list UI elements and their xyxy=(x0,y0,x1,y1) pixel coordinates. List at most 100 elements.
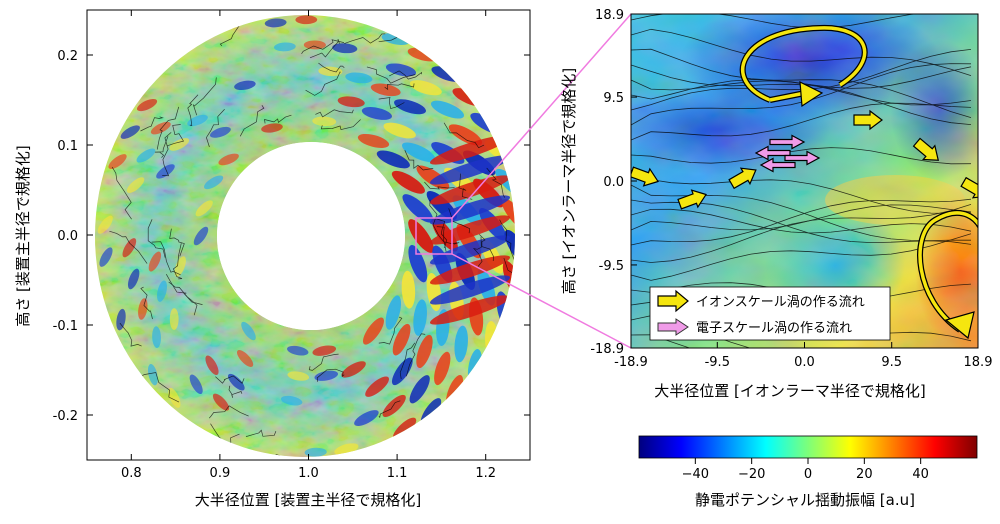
zoom-contour-line xyxy=(631,208,972,234)
eddy-mark xyxy=(99,247,113,267)
outboard-eddy xyxy=(429,255,511,285)
eddy-mark xyxy=(385,63,417,77)
right-x-tick-label: 9.5 xyxy=(881,355,902,370)
contour-line xyxy=(156,106,180,150)
eddy-mark xyxy=(138,298,148,320)
zoom-contour-line xyxy=(631,233,972,281)
outboard-eddy xyxy=(429,215,511,245)
outboard-eddy xyxy=(429,295,511,325)
eddy-mark xyxy=(434,351,451,386)
eddy-mark xyxy=(122,238,137,258)
contour-line xyxy=(245,429,277,437)
contour-line xyxy=(166,124,185,147)
eddy-mark xyxy=(402,194,434,223)
contour-line xyxy=(140,116,164,132)
eddy-mark xyxy=(454,325,468,363)
legend-yellow-arrow-icon xyxy=(657,289,689,313)
right-y-axis-label: 高さ [イオンラーマ半径で規格化] xyxy=(560,68,578,294)
zoom-connector-top xyxy=(451,13,632,219)
contour-line xyxy=(206,108,225,148)
colorbar xyxy=(638,435,978,459)
eddy-mark xyxy=(408,219,434,253)
left-y-axis-label: 高さ [装置主半径で規格化] xyxy=(14,145,32,326)
contour-line xyxy=(138,372,180,403)
left-x-tick-label: 1.2 xyxy=(475,466,496,481)
left-x-tick-label: 0.9 xyxy=(210,466,231,481)
contour-line xyxy=(356,446,387,457)
electron-flow-arrow-icon xyxy=(784,150,821,166)
contour-line xyxy=(172,243,183,280)
zoom-contour-line xyxy=(631,204,972,263)
electron-flow-arrow-icon xyxy=(759,157,796,173)
eddy-mark xyxy=(273,42,296,52)
right-y-tick-label: -9.5 xyxy=(599,259,624,274)
eddy-mark xyxy=(116,308,126,331)
zoom-connector-bottom xyxy=(451,253,632,349)
colorbar-tick-label: 40 xyxy=(912,467,929,482)
right-x-tick-label: -18.9 xyxy=(614,355,648,370)
eddy-mark xyxy=(304,447,327,457)
zoom-contour-line xyxy=(631,169,972,214)
eddy-mark xyxy=(174,256,186,277)
contour-line xyxy=(187,94,199,126)
eddy-mark xyxy=(312,345,337,356)
eddy-mark xyxy=(136,148,156,163)
eddy-mark xyxy=(236,350,254,367)
eddy-mark xyxy=(108,154,127,170)
legend: イオンスケール渦の作る流れ 電子スケール渦の作る流れ xyxy=(649,286,891,341)
contour-line xyxy=(479,234,494,262)
eddy-mark xyxy=(376,150,410,169)
ion-scale-flow-arrows xyxy=(631,109,978,210)
zoom-contour-line xyxy=(631,102,972,141)
eddy-mark xyxy=(168,387,181,408)
zoom-region-box xyxy=(415,217,453,255)
left-x-tick-label: 0.8 xyxy=(121,466,142,481)
right-y-tick-label: 0.0 xyxy=(603,175,624,190)
contour-line xyxy=(472,236,483,267)
eddy-mark xyxy=(312,116,337,127)
ion-flow-arrow-icon xyxy=(631,166,659,187)
zoom-contour-line xyxy=(631,63,972,126)
contour-line xyxy=(109,230,148,264)
eddy-mark xyxy=(218,153,239,166)
contour-line xyxy=(378,316,403,345)
eddy-mark xyxy=(136,98,158,112)
contour-line xyxy=(424,181,455,190)
contour-line xyxy=(308,353,339,371)
electron-scale-flow-arrows xyxy=(754,134,821,173)
eddy-mark xyxy=(264,18,287,28)
colorbar-tick-label: 20 xyxy=(856,467,873,482)
contour-line xyxy=(208,405,249,419)
ion-flow-arrow-icon xyxy=(960,176,978,199)
contour-line xyxy=(154,136,169,158)
eddy-mark xyxy=(157,280,167,302)
ion-flow-arrow-icon xyxy=(677,189,707,210)
left-y-tick-label: 0.1 xyxy=(57,139,78,154)
contour-line xyxy=(111,166,132,220)
eddy-mark xyxy=(193,226,209,246)
contour-line xyxy=(406,333,426,377)
contour-line xyxy=(389,70,423,80)
contour-line xyxy=(404,150,434,171)
eddy-mark xyxy=(212,393,230,411)
eddy-mark xyxy=(361,107,392,120)
zoom-contour-line xyxy=(631,48,972,118)
colorbar-label: 静電ポテンシャル揺動振幅 [a.u] xyxy=(695,491,915,509)
eddy-mark xyxy=(280,395,303,406)
eddy-mark xyxy=(241,321,256,341)
contour-line xyxy=(378,97,405,110)
eddy-mark xyxy=(382,394,406,418)
eddy-mark xyxy=(156,164,175,179)
contour-line xyxy=(344,33,386,44)
left-y-tick-label: 0.2 xyxy=(57,49,78,64)
zoom-plot xyxy=(631,14,978,348)
contour-line xyxy=(309,38,340,59)
contour-line xyxy=(436,226,460,245)
contour-line xyxy=(228,385,243,398)
outboard-eddy xyxy=(429,135,511,165)
contour-line xyxy=(366,66,416,84)
contour-line xyxy=(486,167,506,198)
eddy-mark xyxy=(209,126,231,138)
contour-line xyxy=(151,241,181,276)
